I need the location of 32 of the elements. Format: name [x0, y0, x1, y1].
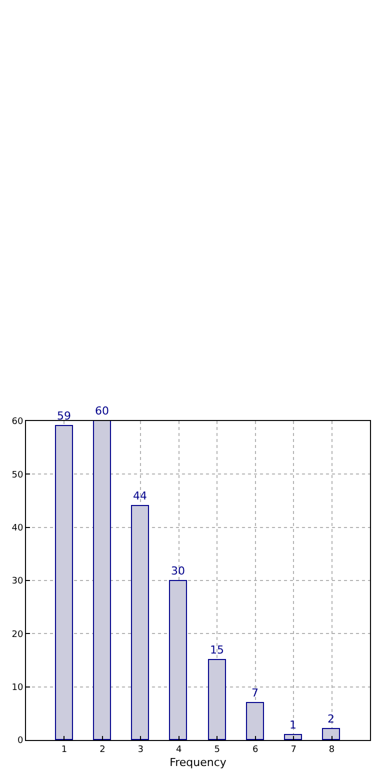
- bar: [208, 659, 226, 740]
- data-label: 7: [252, 686, 258, 700]
- bar: [322, 728, 340, 740]
- data-label: 59: [57, 410, 71, 422]
- bar: [169, 580, 187, 740]
- data-label: 2: [328, 712, 334, 726]
- x-tick-label: 8: [328, 744, 335, 755]
- y-tick-label: 10: [12, 682, 24, 693]
- data-label: 1: [290, 718, 296, 732]
- y-tick-label: 40: [12, 523, 24, 534]
- data-label: 44: [133, 490, 147, 502]
- x-tick-label: 5: [214, 744, 220, 755]
- bar: [93, 421, 111, 740]
- data-label: 60: [95, 404, 109, 418]
- x-tick-label: 4: [176, 744, 182, 755]
- x-tick-label: 2: [100, 744, 106, 755]
- bar: [131, 505, 149, 740]
- bar: [55, 425, 73, 740]
- y-tick-label: 50: [12, 470, 24, 480]
- y-tick-label: 0: [17, 736, 24, 746]
- x-axis-title: Frequency: [170, 756, 227, 769]
- y-tick-label: 30: [12, 576, 24, 587]
- y-tick-label: 20: [12, 630, 24, 640]
- bar: [284, 734, 302, 740]
- x-tick-label: 1: [61, 744, 68, 755]
- x-tick-label: 7: [290, 744, 296, 755]
- y-tick-label: 60: [12, 417, 24, 428]
- x-tick-label: 6: [252, 744, 258, 755]
- data-label: 15: [210, 644, 224, 656]
- x-tick-label: 3: [138, 744, 144, 755]
- bar: [246, 702, 264, 740]
- data-label: 30: [171, 564, 185, 578]
